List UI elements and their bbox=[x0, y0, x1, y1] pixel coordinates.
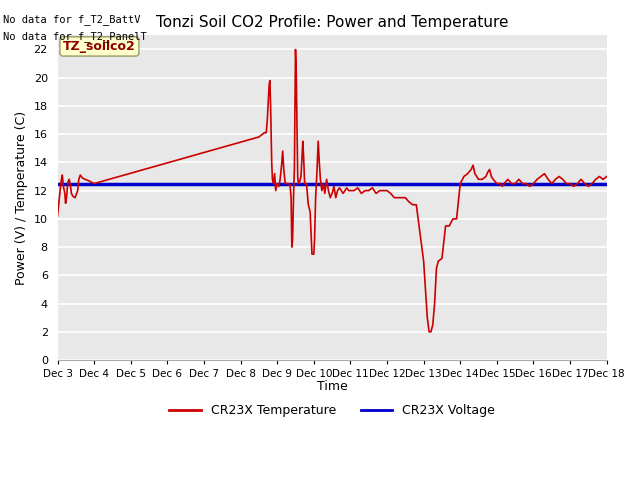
X-axis label: Time: Time bbox=[317, 381, 348, 394]
Text: No data for f_T2_BattV: No data for f_T2_BattV bbox=[3, 13, 141, 24]
Text: No data for f_T2_PanelT: No data for f_T2_PanelT bbox=[3, 31, 147, 42]
Legend: CR23X Temperature, CR23X Voltage: CR23X Temperature, CR23X Voltage bbox=[164, 399, 500, 422]
Y-axis label: Power (V) / Temperature (C): Power (V) / Temperature (C) bbox=[15, 110, 28, 285]
Text: TZ_soilco2: TZ_soilco2 bbox=[63, 40, 136, 53]
Title: Tonzi Soil CO2 Profile: Power and Temperature: Tonzi Soil CO2 Profile: Power and Temper… bbox=[156, 15, 508, 30]
